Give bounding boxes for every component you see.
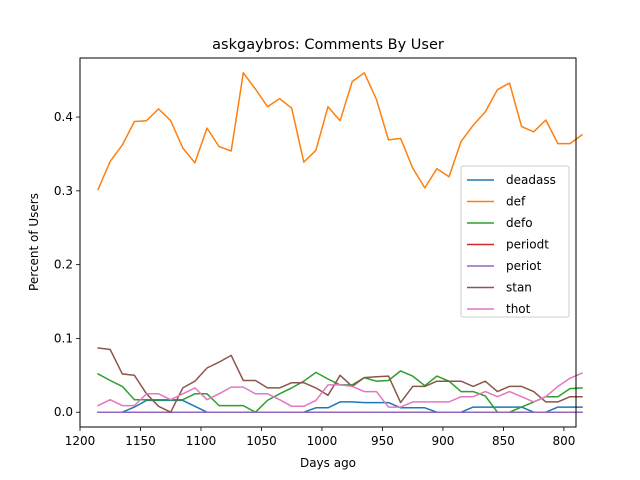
legend-label-periodt: periodt — [506, 238, 549, 252]
x-tick-label: 1050 — [246, 434, 277, 448]
x-tick-label: 850 — [492, 434, 515, 448]
series-line-def — [97, 72, 584, 191]
series-layer — [97, 72, 584, 413]
y-axis: 0.0 0.1 0.2 0.3 0.4 — [54, 110, 80, 419]
x-axis-label: Days ago — [300, 456, 356, 470]
x-tick-label: 1100 — [186, 434, 217, 448]
y-axis-label: Percent of Users — [27, 193, 41, 291]
series-line-thot — [97, 372, 583, 408]
legend: deadass def defo periodt periot stan thot — [460, 165, 570, 318]
legend-label-def: def — [506, 195, 526, 209]
x-tick-label: 900 — [431, 434, 454, 448]
x-axis: 1200 1150 1100 1050 1000 950 900 850 800 — [65, 427, 575, 448]
y-tick-label: 0.2 — [54, 258, 73, 272]
y-tick-label: 0.1 — [54, 331, 73, 345]
x-tick-label: 1200 — [65, 434, 96, 448]
y-tick-label: 0.3 — [54, 184, 73, 198]
y-tick-label: 0.4 — [54, 110, 73, 124]
legend-label-periot: periot — [506, 259, 542, 273]
legend-label-stan: stan — [506, 281, 532, 295]
legend-box — [460, 165, 570, 318]
x-tick-label: 1000 — [307, 434, 338, 448]
x-tick-label: 950 — [371, 434, 394, 448]
x-tick-label: 1150 — [125, 434, 156, 448]
legend-label-thot: thot — [506, 302, 531, 316]
plot-frame — [79, 57, 577, 428]
legend-label-deadass: deadass — [506, 173, 556, 187]
x-tick-label: 800 — [552, 434, 575, 448]
legend-label-defo: defo — [506, 216, 533, 230]
chart-title: askgaybros: Comments By User — [212, 37, 444, 53]
y-tick-label: 0.0 — [54, 405, 73, 419]
